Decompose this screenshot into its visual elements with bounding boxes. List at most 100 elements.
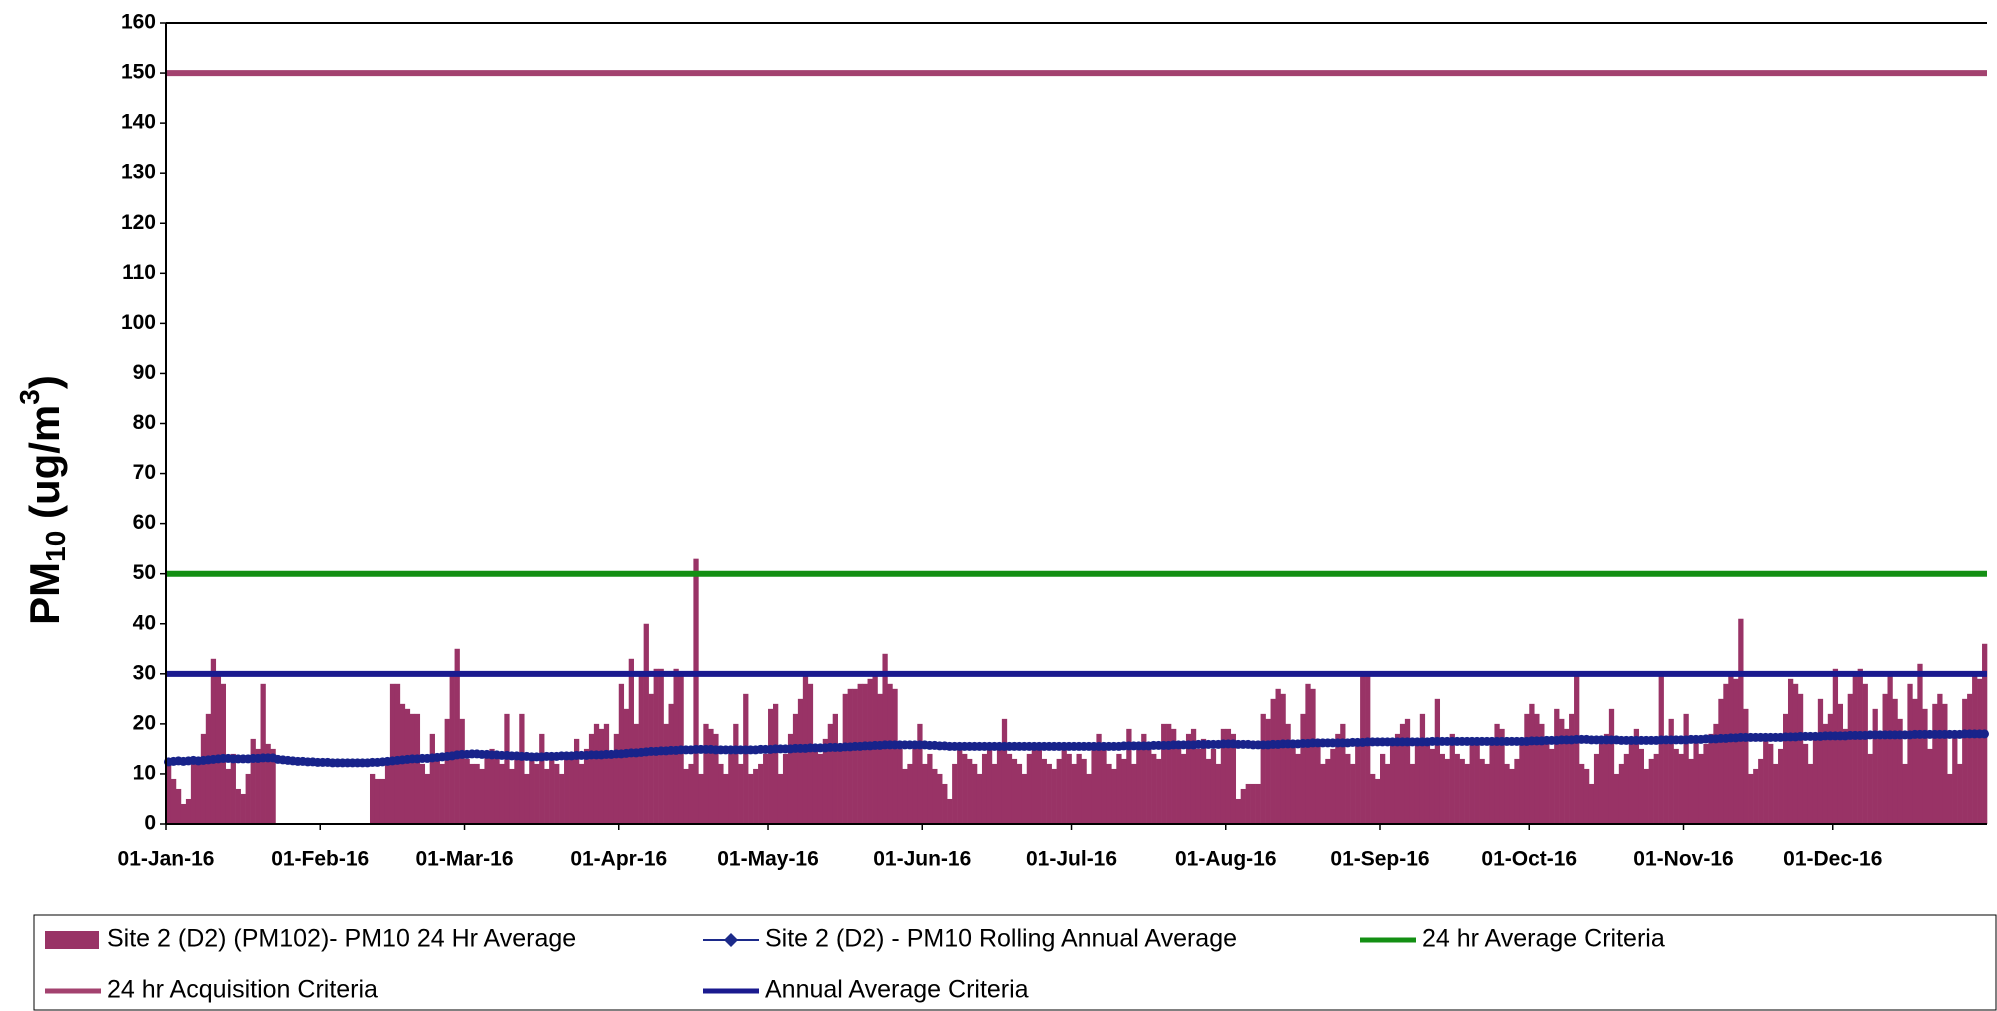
bar [419,763,426,824]
bar [1539,723,1545,824]
bar [832,713,838,824]
legend-swatch [45,931,99,949]
bar [1728,673,1734,824]
bar [1370,773,1376,824]
bar [225,768,231,824]
bar [922,763,928,824]
bar [822,738,829,824]
bar [1574,673,1580,824]
bar [668,703,674,824]
bar [578,763,585,824]
x-tick-label: 01-Jun-16 [873,848,971,871]
legend-label: 24 hr Average Criteria [1422,925,1665,953]
bar [1380,753,1386,824]
bar [1399,723,1406,824]
bar [1778,748,1784,824]
y-tick-label: 110 [122,261,156,284]
bar [534,763,540,824]
bar [1817,698,1824,824]
bar [1668,718,1674,824]
bar [1245,783,1251,824]
bar [1031,743,1037,824]
bar [837,743,843,824]
bar [454,648,460,824]
bar [907,763,913,824]
y-tick-label: 160 [121,11,156,34]
bar [1310,688,1316,824]
bar [1927,748,1933,824]
y-tick-label: 120 [121,211,156,234]
bar [210,658,217,824]
bar [409,713,416,824]
bar [524,773,530,824]
bar [1006,753,1013,824]
bar [1389,743,1396,824]
bar [942,783,948,824]
bar [1215,763,1222,824]
bar [1693,738,1699,824]
bar [1091,743,1097,824]
bar [748,773,754,824]
bar [917,723,923,824]
bar [1001,718,1008,824]
bar [1106,763,1112,824]
bar [195,758,202,824]
bar [658,668,664,824]
bar [554,763,560,824]
bar [1300,713,1306,824]
bar [1176,743,1182,824]
bar [559,773,565,824]
bar [1902,763,1908,824]
bar [469,763,475,824]
bar [947,798,953,824]
bar [180,803,187,824]
bar [1434,698,1441,824]
bar [1708,733,1714,824]
bar [1509,768,1515,824]
y-tick-label: 30 [133,661,156,684]
bar [1260,713,1266,824]
bar [1837,703,1844,824]
bar [484,753,490,824]
bar [1807,763,1814,824]
bar [902,768,908,824]
legend-marker [724,933,738,947]
bar [1907,683,1913,824]
bar [753,768,759,824]
bar [758,763,764,824]
bar [564,753,570,824]
bar [1499,728,1505,824]
bar [817,753,824,824]
bar [235,788,241,824]
bar [1783,713,1789,824]
bar [583,748,590,824]
bar [1136,743,1142,824]
bar [1952,733,1958,824]
bar [1832,668,1839,824]
bar [1454,753,1460,824]
bar [1414,738,1421,824]
y-label-sub: 10 [40,531,71,562]
bar [1270,698,1276,824]
bar [1071,763,1077,824]
bar [693,558,699,824]
bar [1877,738,1883,824]
bar [514,753,520,824]
bar [509,768,515,824]
bar [1021,773,1028,824]
bar [698,773,704,824]
bar [1912,698,1918,824]
bar [1957,763,1963,824]
bar [708,728,714,824]
bar [718,763,724,824]
bar [633,723,639,824]
bar [937,773,943,824]
bar [1340,723,1346,824]
bar [1857,668,1863,824]
bar [1763,733,1769,824]
bar [1564,728,1570,824]
bar [250,738,256,824]
bar [1096,733,1102,824]
bar [1290,743,1296,824]
bar [1479,758,1485,824]
